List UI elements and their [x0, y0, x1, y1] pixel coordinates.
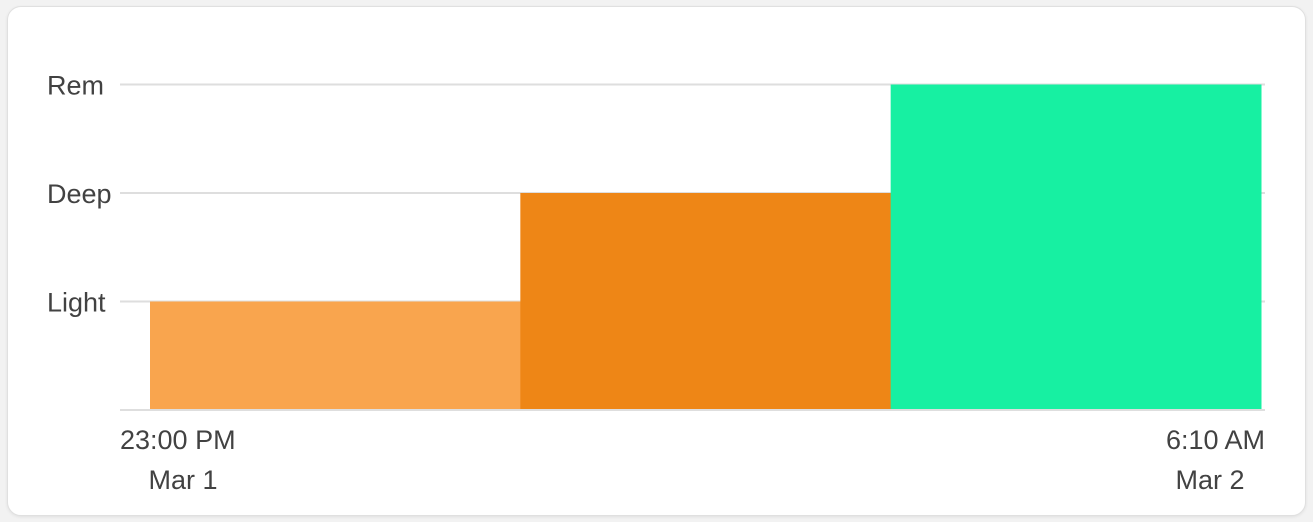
x-start-time-label: 23:00 PM: [120, 425, 236, 455]
bar-light: [150, 301, 521, 410]
stage-bars: [150, 84, 1262, 410]
y-label-rem: Rem: [47, 71, 104, 101]
y-label-deep: Deep: [47, 179, 112, 209]
x-end-date-label: Mar 2: [1175, 465, 1244, 495]
y-label-light: Light: [47, 288, 106, 318]
x-start-date-label: Mar 1: [148, 465, 217, 495]
bar-deep: [520, 193, 892, 410]
bar-rem: [890, 84, 1262, 410]
x-end-time-label: 6:10 AM: [1166, 425, 1265, 455]
y-axis-labels: Light Deep Rem: [47, 71, 112, 318]
x-axis-labels: 23:00 PM Mar 1 6:10 AM Mar 2: [120, 425, 1265, 495]
